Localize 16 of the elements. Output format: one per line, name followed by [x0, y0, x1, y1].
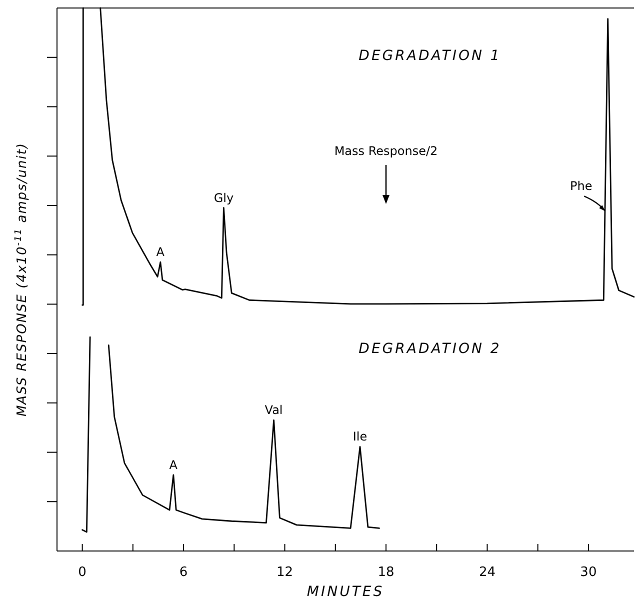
x-axis-title: MINUTES [306, 584, 384, 600]
annotation: Gly [214, 190, 234, 205]
x-tick-label: 30 [580, 565, 597, 580]
annotation: Phe [570, 179, 592, 194]
annotation: Val [264, 403, 283, 418]
x-tick-label: 24 [478, 565, 496, 580]
x-tick-label: 0 [78, 565, 86, 580]
annotation: DEGRADATION 2 [358, 341, 502, 357]
annotation: Mass Response/2 [334, 144, 438, 158]
annotation: A [156, 245, 166, 260]
annotation: A [169, 458, 178, 472]
annotation: DEGRADATION 1 [358, 48, 502, 64]
x-tick-label: 6 [179, 565, 188, 580]
annotation: Ile [352, 430, 368, 444]
x-tick-label: 18 [378, 565, 394, 580]
x-tick-label: 12 [276, 565, 294, 580]
